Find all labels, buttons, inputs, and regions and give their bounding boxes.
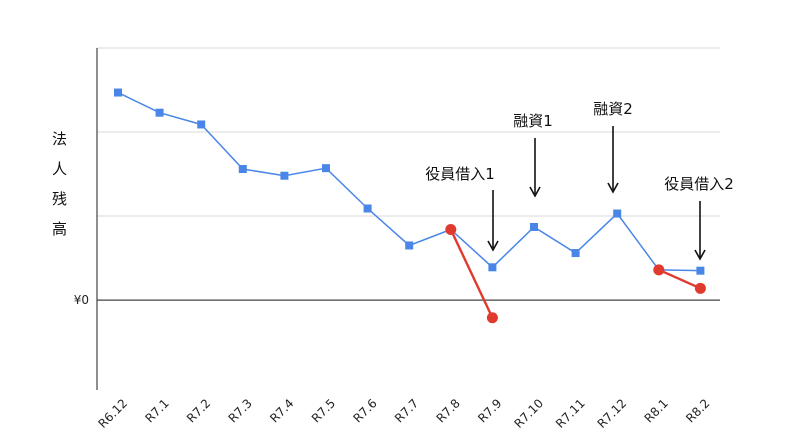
data-point-R7.3 bbox=[238, 165, 247, 174]
annotation-label: 役員借入2 bbox=[664, 175, 734, 193]
x-tick-label: R7.11 bbox=[553, 396, 588, 431]
data-point-R7.9 bbox=[488, 263, 497, 272]
y-tick-label: ¥0 bbox=[74, 293, 89, 307]
annotation-arrow-head bbox=[694, 249, 706, 261]
x-tick-label: R7.3 bbox=[226, 396, 255, 425]
y-axis-title-char: 法 bbox=[52, 130, 68, 148]
data-point-R7.2 bbox=[197, 120, 206, 129]
x-tick-label: R7.1 bbox=[142, 396, 171, 425]
y-axis-title-char: 人 bbox=[52, 160, 68, 178]
x-tick-label: R7.12 bbox=[595, 396, 630, 431]
data-point-R7.11 bbox=[571, 249, 580, 258]
x-tick-label: R8.1 bbox=[642, 396, 671, 425]
y-axis-title-char: 残 bbox=[52, 190, 68, 208]
red-segment-line bbox=[658, 268, 701, 290]
y-tick-labels: ¥0 bbox=[74, 293, 89, 307]
annotations: 役員借入1 融資1 融資2 役員借入2 bbox=[425, 100, 734, 261]
data-point-R7.4 bbox=[280, 171, 289, 180]
y-axis-title-char: 高 bbox=[52, 220, 68, 238]
x-tick-label: R6.12 bbox=[95, 396, 130, 431]
x-tick-label: R7.5 bbox=[309, 396, 338, 425]
x-tick-labels: R6.12 R7.1 R7.2 R7.3 R7.4 R7.5 R7.6 R7.7 R7.8 R7.… bbox=[95, 396, 712, 431]
data-point-R6.12 bbox=[114, 88, 122, 97]
annotation-arrow-head bbox=[607, 182, 619, 194]
red-segment-line bbox=[449, 228, 494, 319]
data-point-R7.7 bbox=[405, 241, 414, 250]
x-tick-label: R7.7 bbox=[392, 396, 421, 425]
data-point-R8.2 bbox=[696, 266, 705, 275]
data-point-R7.1 bbox=[155, 108, 164, 117]
red-point-R8.2 bbox=[694, 282, 706, 294]
x-tick-label: R7.2 bbox=[184, 396, 213, 425]
data-point-R7.5 bbox=[322, 164, 330, 173]
annotation-label: 融資1 bbox=[513, 112, 553, 130]
x-tick-label: R7.9 bbox=[475, 396, 504, 425]
annotation-label: 役員借入1 bbox=[425, 165, 495, 183]
annotation-label: 融資2 bbox=[593, 100, 633, 118]
data-point-R7.6 bbox=[363, 204, 372, 213]
red-point-R8.1 bbox=[653, 264, 665, 276]
x-tick-label: R7.10 bbox=[511, 396, 546, 431]
series-red-segments bbox=[445, 224, 706, 324]
x-tick-label: R7.6 bbox=[350, 396, 379, 425]
red-point-R7.9 bbox=[486, 312, 498, 324]
annotation-arrow-head bbox=[529, 186, 541, 198]
data-point-R7.12 bbox=[613, 209, 622, 218]
red-point-R7.8 bbox=[445, 224, 457, 236]
x-tick-label: R7.8 bbox=[434, 396, 463, 425]
annotation-arrow-head bbox=[487, 240, 499, 252]
data-point-R7.10 bbox=[530, 222, 538, 231]
x-tick-label: R8.2 bbox=[683, 396, 712, 425]
x-tick-label: R7.4 bbox=[267, 396, 296, 425]
gridlines bbox=[97, 47, 720, 217]
